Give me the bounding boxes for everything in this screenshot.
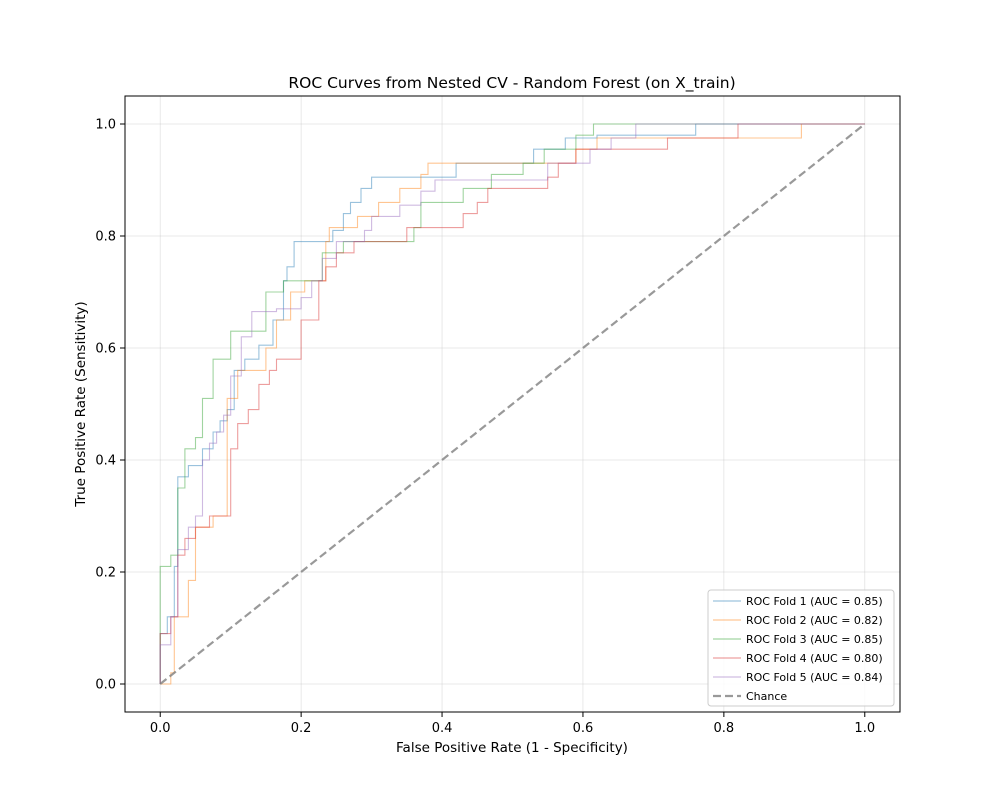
series-group: [159, 123, 866, 685]
legend-label-2: ROC Fold 2 (AUC = 0.82): [746, 614, 883, 627]
series-line-5: [159, 123, 865, 684]
plot-frame: [124, 95, 901, 713]
series-line-3: [159, 123, 865, 684]
legend-label-3: ROC Fold 3 (AUC = 0.85): [746, 633, 883, 646]
x-tick-label: 0.6: [573, 721, 594, 736]
series-line-6: [159, 123, 866, 685]
legend-label-1: ROC Fold 1 (AUC = 0.85): [746, 595, 883, 608]
legend: ROC Fold 1 (AUC = 0.85) ROC Fold 2 (AUC =…: [707, 589, 895, 707]
series-line-4: [159, 123, 865, 684]
x-axis: 0.0 0.2 0.4 0.6 0.8 1.0: [150, 712, 875, 736]
y-axis-label: True Positive Rate (Sensitivity): [73, 301, 89, 507]
y-tick-label: 1.0: [95, 118, 116, 133]
y-axis: 0.0 0.2 0.4 0.6 0.8 1.0: [95, 118, 125, 693]
y-tick-label: 0.6: [95, 342, 116, 357]
x-tick-label: 0.8: [714, 721, 735, 736]
x-tick-label: 0.2: [291, 721, 312, 736]
grid: [125, 96, 900, 712]
series-line-1: [159, 123, 865, 684]
legend-label-4: ROC Fold 4 (AUC = 0.80): [746, 652, 883, 665]
y-tick-label: 0.0: [95, 678, 116, 693]
y-tick-label: 0.2: [95, 566, 116, 581]
y-tick-label: 0.8: [95, 230, 116, 245]
chart-title: ROC Curves from Nested CV - Random Fores…: [288, 74, 735, 93]
x-tick-label: 0.0: [150, 721, 171, 736]
legend-label-6: Chance: [746, 690, 787, 703]
series-line-2: [160, 123, 865, 685]
x-tick-label: 1.0: [854, 721, 875, 736]
legend-box: [707, 589, 895, 707]
x-axis-label: False Positive Rate (1 - Specificity): [396, 740, 628, 756]
y-tick-label: 0.4: [95, 454, 116, 469]
x-tick-label: 0.4: [432, 721, 453, 736]
legend-label-5: ROC Fold 5 (AUC = 0.84): [746, 671, 883, 684]
